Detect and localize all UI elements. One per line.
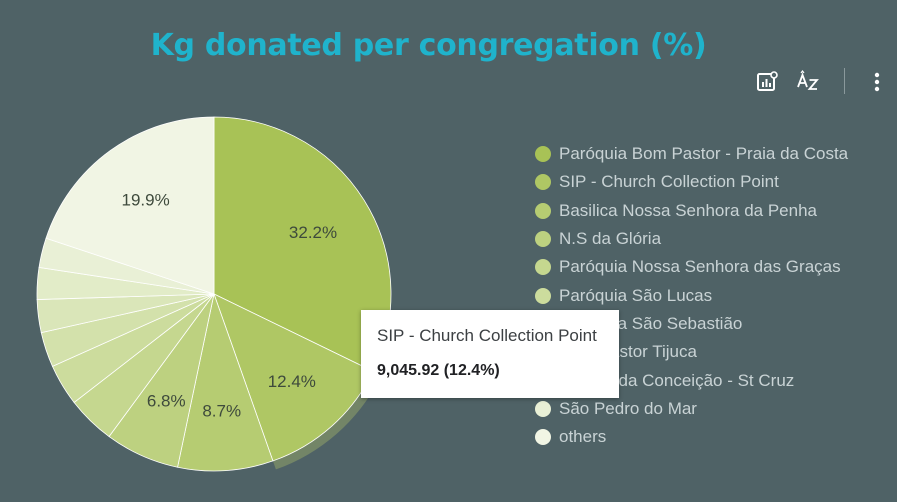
legend-swatch [535, 287, 551, 304]
legend-item[interactable]: Paróquia Nossa Senhora das Graças [535, 253, 848, 281]
legend-label: SIP - Church Collection Point [559, 172, 779, 192]
more-vert-icon[interactable] [862, 68, 892, 96]
legend-item[interactable]: N.S da Glória [535, 225, 848, 253]
legend-label: Basilica Nossa Senhora da Penha [559, 200, 817, 220]
slice-data-label: 8.7% [202, 402, 241, 421]
legend-item[interactable]: SIP - Church Collection Point [535, 168, 848, 196]
pie-slice-basilica-nossa-senhora-da-penha[interactable] [177, 292, 274, 472]
chart-title: Kg donated per congregation (%) [150, 28, 707, 63]
legend-swatch [535, 202, 551, 219]
legend-item[interactable]: São Pedro do Mar [535, 395, 848, 423]
legend-label: Paróquia São Lucas [559, 285, 713, 305]
pie-chart: 32.2% 12.4% 8.7% 6.8% 19.9% [36, 116, 392, 472]
legend-item[interactable]: Basilica Nossa Senhora da Penha [535, 197, 848, 225]
legend-item[interactable]: Paróquia São Lucas [535, 281, 848, 309]
pie-slice-others[interactable] [45, 116, 215, 295]
legend-swatch [535, 400, 551, 417]
sort-az-icon[interactable] [794, 68, 824, 96]
legend-label: São Pedro do Mar [559, 398, 697, 418]
legend-label: Paróquia Nossa Senhora das Graças [559, 257, 841, 277]
toolbar-divider [844, 68, 845, 94]
chart-insight-icon[interactable] [752, 68, 782, 96]
slice-data-label: 32.2% [289, 223, 337, 242]
legend-swatch [535, 231, 551, 248]
legend-label: N.S da Glória [559, 229, 662, 249]
chart-tooltip: SIP - Church Collection Point 9,045.92 (… [361, 310, 619, 398]
slice-data-label: 12.4% [268, 372, 316, 391]
legend-label: Paróquia Bom Pastor - Praia da Costa [559, 144, 849, 164]
legend-swatch [535, 429, 551, 446]
slice-data-label: 19.9% [122, 190, 170, 209]
legend-swatch [535, 259, 551, 276]
legend-swatch [535, 146, 551, 163]
slice-data-label: 6.8% [147, 392, 186, 411]
legend-item[interactable]: Paróquia Bom Pastor - Praia da Costa [535, 140, 848, 168]
legend-item[interactable]: others [535, 423, 848, 451]
legend-swatch [535, 174, 551, 191]
legend-label: others [559, 427, 607, 447]
tooltip-value: 9,045.92 (12.4%) [377, 362, 500, 379]
tooltip-series-name: SIP - Church Collection Point [377, 326, 597, 345]
chart-legend: Paróquia Bom Pastor - Praia da Costa SIP … [535, 140, 848, 451]
